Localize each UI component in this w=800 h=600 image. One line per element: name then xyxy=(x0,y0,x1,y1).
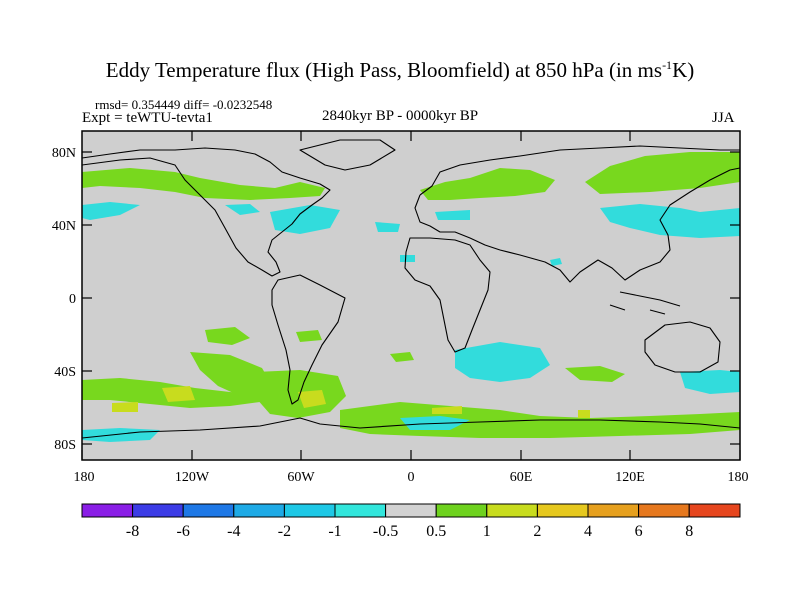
colorbar-segment xyxy=(385,503,437,518)
strong-region-south-pacific-a xyxy=(162,386,195,402)
pos-region-east-pacific xyxy=(296,330,322,342)
lon-label: 0 xyxy=(408,470,415,485)
colorbar-label: 2 xyxy=(533,523,541,540)
strong-positive-anomaly-regions xyxy=(112,386,590,418)
colorbar-label: 4 xyxy=(584,523,592,540)
period-label: 2840kyr BP - 0000kyr BP xyxy=(322,108,479,124)
neg-region-western-europe xyxy=(435,210,470,220)
lat-label: 0 xyxy=(69,292,76,307)
colorbar-segment xyxy=(283,503,336,518)
colorbar-label: 1 xyxy=(483,523,491,540)
axis-ticks xyxy=(81,131,741,460)
colorbar-label: -8 xyxy=(126,523,139,540)
plot-title-text: Eddy Temperature flux (High Pass, Bloomf… xyxy=(105,58,663,82)
colorbar-segment xyxy=(536,503,589,518)
lon-label: 180 xyxy=(74,470,95,485)
lat-label: 80S xyxy=(54,438,76,453)
strong-region-south-pacific-b xyxy=(112,402,138,412)
coast-south-america xyxy=(271,274,346,405)
colorbar-label: -1 xyxy=(328,523,341,540)
colorbar-segment xyxy=(334,503,387,518)
colorbar-label: 0.5 xyxy=(426,523,446,540)
colorbar-label: 6 xyxy=(635,523,643,540)
neg-region-north-pacific-east xyxy=(600,204,740,238)
lat-label: 80N xyxy=(52,146,76,161)
colorbar-label: 8 xyxy=(685,523,693,540)
colorbar-label: -4 xyxy=(227,523,240,540)
neg-region-north-atlantic-west xyxy=(270,205,340,234)
lon-label: 60E xyxy=(510,470,533,485)
coast-north-america xyxy=(82,147,331,277)
coast-maritime-continent xyxy=(609,291,681,315)
pos-region-siberia xyxy=(585,152,740,194)
colorbar-label: -0.5 xyxy=(373,523,398,540)
colorbar-segment xyxy=(233,503,285,518)
pos-region-south-pacific-central xyxy=(190,352,272,398)
colorbar-label: -2 xyxy=(278,523,291,540)
colorbar-segment xyxy=(587,503,640,518)
negative-anomaly-regions xyxy=(82,202,740,442)
strong-region-south-atlantic xyxy=(432,406,462,414)
lon-label: 120E xyxy=(615,470,645,485)
neg-region-mediterranean xyxy=(550,258,562,266)
colorbar-labels: -8 -6 -4 -2 -1 -0.5 0.5 1 2 4 6 8 xyxy=(126,523,693,540)
pos-region-south-pacific-north xyxy=(205,327,250,345)
strong-region-drake-passage xyxy=(298,390,326,408)
strong-region-southern-indian xyxy=(578,410,590,418)
latitude-labels: 80N 40N 0 40S 80S xyxy=(52,146,76,453)
neg-region-north-pacific xyxy=(82,202,140,220)
colorbar xyxy=(81,503,741,518)
colorbar-segment xyxy=(638,503,690,518)
plot-title: Eddy Temperature flux (High Pass, Bloomf… xyxy=(0,58,800,83)
stats-label: rmsd= 0.354449 diff= -0.0232548 xyxy=(95,97,273,112)
coast-europe-south xyxy=(414,194,501,251)
neg-region-gulf-of-alaska xyxy=(225,204,260,215)
neg-region-south-indian-east xyxy=(455,342,550,382)
neg-region-australia xyxy=(680,370,740,394)
colorbar-segment xyxy=(688,503,741,518)
plot-title-unit: K) xyxy=(672,58,695,82)
coast-south-asia xyxy=(499,167,740,283)
coast-africa xyxy=(404,237,491,353)
neg-region-tropical-atlantic xyxy=(400,255,415,262)
colorbar-label: -6 xyxy=(177,523,190,540)
season-label: JJA xyxy=(712,110,735,126)
colorbar-segment xyxy=(182,503,235,518)
longitude-labels: 180 120W 60W 0 60E 120E 180 xyxy=(74,470,749,485)
neg-region-southern-ocean-west xyxy=(82,428,160,442)
coast-antarctica xyxy=(82,417,740,439)
pos-region-north-atlantic xyxy=(420,168,555,200)
lat-label: 40N xyxy=(52,219,76,234)
coast-greenland xyxy=(299,139,396,171)
pos-region-tropical-atlantic xyxy=(390,352,414,362)
lon-label: 180 xyxy=(728,470,749,485)
coast-australia xyxy=(644,321,721,373)
colorbar-segment xyxy=(81,503,134,518)
lon-label: 60W xyxy=(287,470,315,485)
neg-region-central-atlantic xyxy=(375,222,400,232)
colorbar-segment xyxy=(435,503,488,518)
pos-region-north-pacific xyxy=(82,168,325,200)
pos-region-south-indian xyxy=(565,366,625,382)
experiment-label: Expt = teWTU-tevta1 xyxy=(82,110,213,126)
coast-eurasia xyxy=(419,145,740,196)
colorbar-segment xyxy=(132,503,184,518)
plot-title-exponent: -1 xyxy=(662,58,673,72)
colorbar-segment xyxy=(486,503,538,518)
lat-label: 40S xyxy=(54,365,76,380)
coastlines xyxy=(82,139,740,439)
lon-label: 120W xyxy=(175,470,210,485)
